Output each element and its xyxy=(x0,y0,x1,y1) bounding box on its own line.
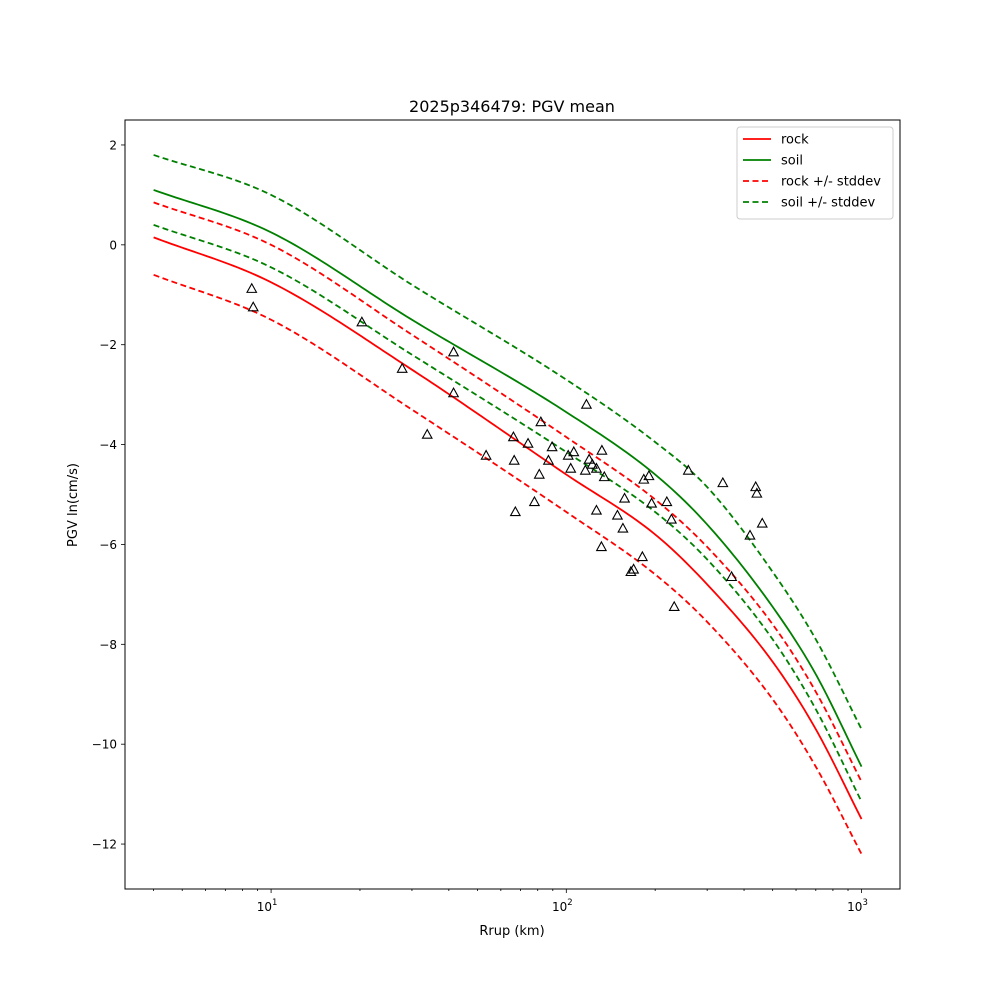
observation-point xyxy=(246,282,258,293)
observation-point xyxy=(247,301,259,312)
plot-frame xyxy=(124,119,901,890)
observation-point xyxy=(665,513,678,524)
observation-point xyxy=(568,445,580,457)
y-tick-label: −6 xyxy=(99,538,117,552)
legend-label: rock xyxy=(781,133,809,148)
observation-point xyxy=(636,550,649,562)
observation-point xyxy=(627,563,640,574)
legend: rock soil rock +/- stddev soil +/- stddev xyxy=(736,126,894,220)
observation-point xyxy=(590,504,603,515)
observation-point xyxy=(509,505,522,517)
series-line-rock xyxy=(153,236,863,820)
y-tick-label: −12 xyxy=(92,838,117,852)
y-tick-label: −4 xyxy=(99,438,117,452)
x-axis-label: Rrup (km) xyxy=(479,924,544,939)
chart-title: 2025p346479: PGV mean xyxy=(409,97,615,116)
legend-box xyxy=(736,126,894,220)
y-tick-label: −8 xyxy=(99,638,117,652)
observation-point xyxy=(522,437,534,448)
observation-point xyxy=(645,497,658,508)
legend-label: soil xyxy=(781,154,803,169)
series-line-rock-stddev xyxy=(153,273,863,855)
observation-point xyxy=(638,473,650,484)
observation-point xyxy=(617,522,629,533)
y-tick-label: 2 xyxy=(109,138,117,152)
y-tick-label: 0 xyxy=(109,238,117,252)
observation-point xyxy=(507,430,520,442)
observation-point xyxy=(611,509,624,520)
observation-point xyxy=(579,464,592,475)
observation-point xyxy=(682,464,695,475)
y-tick-label: −2 xyxy=(99,338,117,352)
x-tick-label: 102 xyxy=(552,898,573,914)
observation-point xyxy=(756,517,768,528)
observation-point xyxy=(643,469,655,481)
observations-layer xyxy=(246,282,768,612)
observation-point xyxy=(565,462,577,473)
observation-point xyxy=(580,398,593,409)
observation-point xyxy=(668,600,680,612)
observation-point xyxy=(562,449,574,460)
observation-point xyxy=(533,468,545,479)
observation-point xyxy=(447,346,460,357)
observation-point xyxy=(661,495,673,507)
observation-point xyxy=(586,458,599,469)
y-axis-label: PGV ln(cm/s) xyxy=(66,463,81,547)
y-tick-label: −10 xyxy=(92,738,117,752)
observation-point xyxy=(546,440,558,452)
axes-layer: 101 102 103 2 0 −2 −4 −6 −8 −10 −12 xyxy=(92,138,868,914)
observation-point xyxy=(598,470,610,482)
series-line-soil-stddev xyxy=(153,154,863,730)
observation-point xyxy=(590,462,603,473)
x-tick-label: 103 xyxy=(847,898,868,914)
observation-point xyxy=(717,476,729,488)
observation-point xyxy=(542,454,555,465)
observation-point xyxy=(396,362,408,373)
observation-point xyxy=(725,570,738,582)
observation-point xyxy=(447,387,460,398)
observation-point xyxy=(535,415,547,427)
legend-label: soil +/- stddev xyxy=(781,196,876,211)
observation-point xyxy=(528,495,541,507)
observation-point xyxy=(480,449,492,460)
observation-point xyxy=(508,454,520,465)
observation-point xyxy=(596,444,608,455)
curves-layer xyxy=(153,154,863,855)
observation-point xyxy=(595,540,608,552)
series-line-soil-stddev xyxy=(153,224,863,803)
observation-point xyxy=(625,565,637,577)
observation-point xyxy=(583,453,595,464)
x-tick-label: 101 xyxy=(257,898,278,914)
series-line-soil xyxy=(153,189,863,768)
observation-point xyxy=(421,428,433,439)
observation-point xyxy=(751,487,763,498)
observation-point xyxy=(618,492,631,503)
observation-point xyxy=(744,529,756,540)
observation-point xyxy=(356,316,368,327)
series-line-rock-stddev xyxy=(153,201,863,783)
legend-label: rock +/- stddev xyxy=(781,175,881,190)
